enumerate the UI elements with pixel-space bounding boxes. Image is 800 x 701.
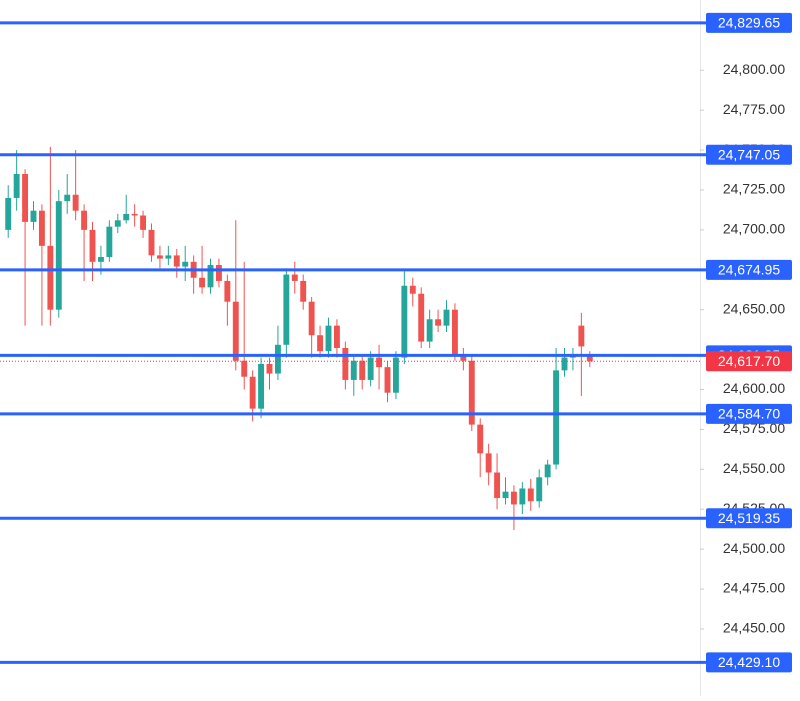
candle-body [553,370,560,465]
candle-body [148,229,155,256]
candle-body [215,264,222,281]
candle-body [89,229,96,262]
candle-body [308,301,315,336]
candle-body [173,255,180,267]
candle-body [451,309,458,355]
y-tick-label: 24,650.00 [723,300,785,316]
candle-body [291,274,298,281]
y-tick-label: 24,575.00 [723,420,785,436]
candle-body [182,261,189,267]
candle-body [5,197,12,230]
candle-body [468,360,475,425]
candle-body [47,245,54,310]
candle-body [106,226,113,258]
candle-body [64,194,71,202]
candle-body [384,367,391,393]
candle-body [249,376,256,409]
candle-body [578,325,585,347]
level-label-box [706,12,792,33]
candle-body [367,357,374,380]
candle-body [527,488,534,502]
candle-body [140,215,147,230]
candle-body [376,357,383,368]
candle-body [97,257,104,262]
candle-body [333,325,340,348]
candle-body [72,194,79,211]
candle-body [258,363,265,409]
candle-body [55,201,62,310]
candle-body [342,348,349,380]
candle-body [131,213,138,216]
y-tick-label: 24,800.00 [723,61,785,77]
candle-body [435,319,442,326]
candle-body [30,210,37,222]
candle-body [392,357,399,393]
candle-body [460,354,467,361]
candle-body [300,280,307,302]
candle-body [317,335,324,352]
level-label: 24,747.05 [718,146,780,162]
candle-body [283,274,290,345]
candle-body [409,285,416,294]
candle-body [38,210,45,246]
candle-body [81,210,88,230]
candle-body [207,264,214,288]
y-tick-label: 24,475.00 [723,580,785,596]
y-tick-label: 24,600.00 [723,380,785,396]
candle-body [199,277,206,288]
candle-body [544,464,551,478]
candle-body [241,360,248,377]
candle-body [156,255,163,259]
candle-body [359,360,366,380]
candle-body [165,255,172,259]
y-tick-label: 24,725.00 [723,181,785,197]
candle-body [266,363,273,374]
y-tick-label: 24,500.00 [723,540,785,556]
candle-body [274,344,281,374]
candle-body [350,360,357,380]
candle-body [224,280,231,302]
candle-body [401,285,408,358]
candle-body [426,319,433,342]
candle-body [519,488,526,505]
candle-body [443,309,450,326]
candle-body [123,213,130,221]
candle-body [13,174,20,198]
candle-body [22,174,29,222]
candle-body [502,491,509,499]
candle-body [485,453,492,473]
candle-body [477,424,484,454]
y-tick-label: 24,700.00 [723,221,785,237]
level-label-box [706,652,792,673]
level-label: 24,674.95 [718,262,780,278]
candle-body [325,325,332,352]
candle-body [494,472,501,499]
level-label: 24,519.35 [718,510,780,526]
y-tick-label: 24,450.00 [723,620,785,636]
level-label-box [706,144,792,165]
level-label-box [706,403,792,424]
candle-body [114,220,121,227]
candle-body [561,357,568,371]
last-price-label: 24,617.70 [718,353,780,369]
level-label: 24,584.70 [718,406,780,422]
level-label: 24,429.10 [718,654,780,670]
y-tick-label: 24,775.00 [723,101,785,117]
candle-body [586,354,593,362]
candle-body [510,491,517,505]
candle-body [418,293,425,342]
candle-body [232,301,239,361]
last-price-box [706,351,792,372]
level-label: 24,829.65 [718,15,780,31]
level-label-box [706,259,792,280]
candle-body [536,477,543,502]
level-label-box [706,508,792,529]
y-tick-label: 24,550.00 [723,460,785,476]
